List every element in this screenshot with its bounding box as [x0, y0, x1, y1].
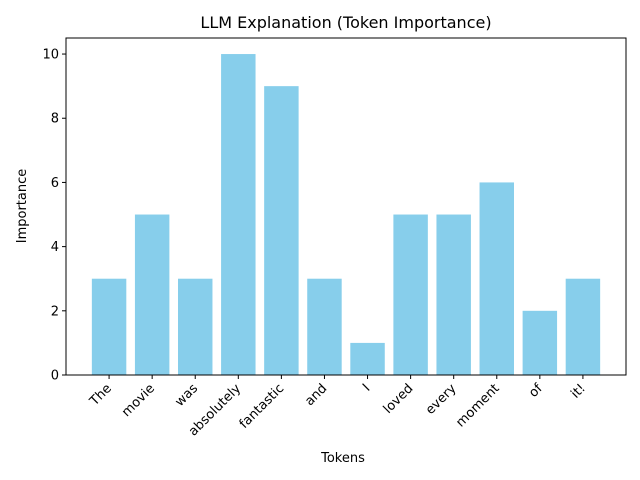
- y-axis-label: Importance: [15, 169, 30, 244]
- x-tick-label: every: [423, 381, 460, 418]
- bar-movie: [134, 214, 170, 375]
- y-tick-label: 2: [51, 304, 59, 319]
- chart-title: LLM Explanation (Token Importance): [200, 13, 491, 32]
- bar-absolutely: [221, 54, 256, 376]
- x-tick-label: fantastic: [237, 381, 288, 432]
- y-tick-label: 4: [51, 240, 59, 255]
- x-tick-label: of: [526, 381, 546, 401]
- x-tick-label: and: [302, 381, 330, 409]
- bar-the: [91, 278, 127, 375]
- plot-frame: [65, 37, 627, 376]
- x-tick-label: The: [86, 381, 114, 409]
- bar-loved: [393, 214, 428, 375]
- bar-and: [307, 278, 342, 375]
- x-axis-label: Tokens: [320, 451, 365, 466]
- x-tick-label: was: [173, 381, 202, 410]
- bar-was: [178, 278, 213, 375]
- y-tick-label: 10: [42, 48, 59, 63]
- bar-i: [350, 342, 385, 375]
- x-tick-label: I: [360, 381, 373, 394]
- x-tick-label: loved: [381, 381, 417, 417]
- bar-moment: [479, 182, 514, 375]
- x-tick-label: it!: [568, 381, 588, 401]
- x-tick-label: moment: [453, 381, 502, 430]
- bar-fantastic: [264, 86, 299, 376]
- bar-of: [522, 310, 558, 375]
- bar-it: [565, 278, 601, 375]
- y-tick-label: 6: [51, 176, 59, 191]
- y-tick-label: 0: [51, 369, 59, 384]
- y-tick-label: 8: [51, 112, 59, 127]
- x-tick-label: movie: [119, 381, 158, 420]
- bar-every: [436, 214, 471, 375]
